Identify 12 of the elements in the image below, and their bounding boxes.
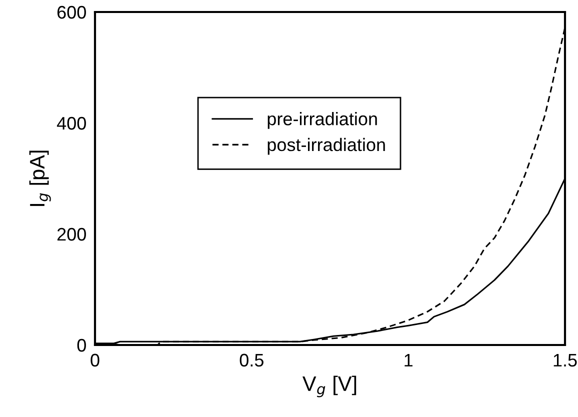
y-axis-title: I$_{g}$ [pA] (29, 150, 51, 206)
y-tick-label: 400 (56, 116, 86, 130)
y-tick-label: 600 (57, 6, 86, 19)
legend-label: post-irradiation (268, 138, 385, 155)
x-tick-label: 0 (90, 354, 100, 367)
legend-label: pre-irradiation (268, 112, 377, 129)
x-tick-label: 1 (404, 354, 412, 366)
x-axis-title: V$_{g}$ [V] (302, 376, 356, 398)
x-tick-label: 0.5 (240, 354, 264, 367)
y-tick-label: 200 (57, 228, 86, 241)
x-tick-label: 1.5 (554, 354, 577, 367)
y-tick-label: 0 (77, 338, 86, 352)
